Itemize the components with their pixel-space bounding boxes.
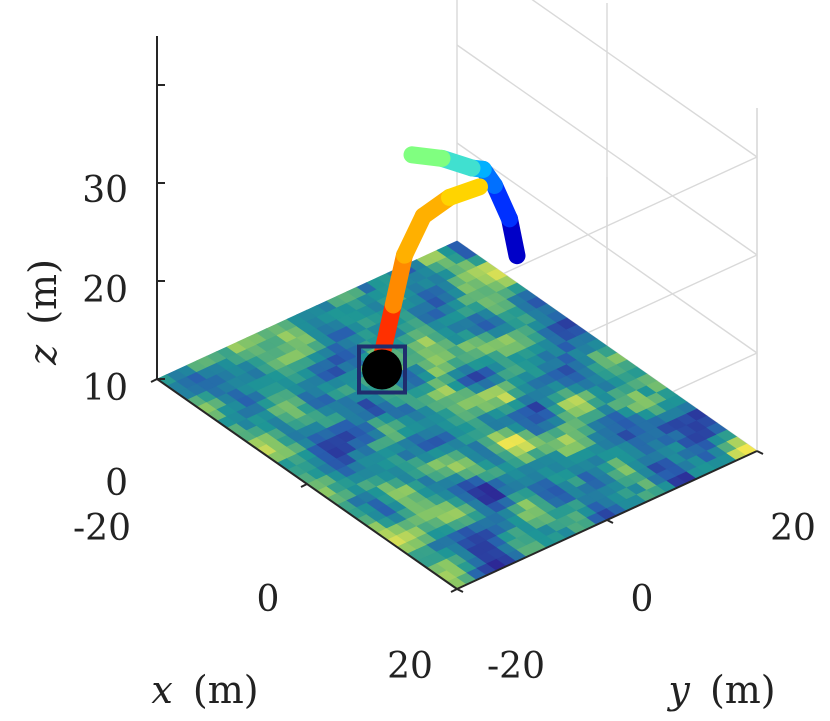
x-axis-label-var: x [151,668,172,712]
x-tick-label: 20 [387,646,433,687]
axes [150,36,764,593]
y-axis-label: y (m) [666,668,775,712]
start-circle-marker [362,349,402,390]
z-tick-label: 30 [82,170,128,211]
z-tick-label: 0 [105,463,128,504]
trajectory-orange-segment [384,246,413,314]
y-tick-label: 0 [631,579,654,620]
y-axis-tick [606,519,614,524]
z-axis-label: z (m) [21,259,65,366]
x-axis-label-unit: (m) [193,668,259,712]
z-axis-label-unit: (m) [21,259,65,325]
y-tick-label: -20 [487,646,545,687]
x-tick-label: 0 [257,579,280,620]
start-square-marker [357,344,407,395]
y-axis-tick [456,588,464,593]
y-axis-tick [756,450,764,455]
z-axis-label-var: z [21,344,65,366]
y-tick-label: 20 [770,508,816,549]
x-axis-label: x (m) [151,668,258,712]
x-axis-tick [450,588,458,593]
x-tick-label: -20 [73,508,131,549]
trajectories [357,146,526,395]
y-axis-label-unit: (m) [710,668,776,712]
terrain-surface [156,240,758,590]
z-tick-label: 10 [82,368,128,409]
x-axis-tick [300,483,308,488]
y-axis-label-var: y [666,668,690,712]
trajectory-orange-segment [441,178,488,206]
trajectory-blue-segment [403,146,451,167]
x-axis-tick [150,378,158,383]
z-tick-label: 20 [82,270,128,311]
